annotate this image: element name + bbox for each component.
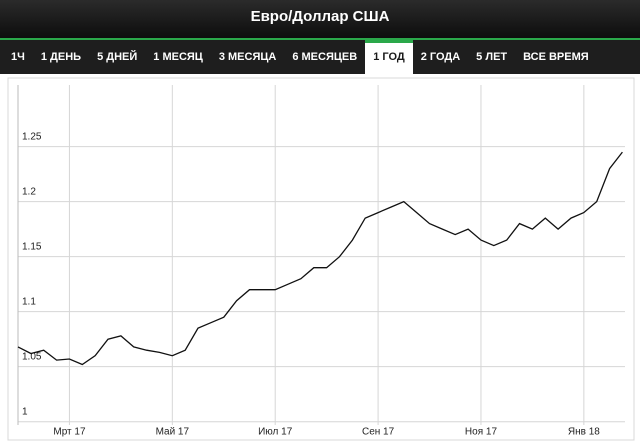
- tab[interactable]: 1Ч: [11, 51, 25, 63]
- tab[interactable]: 1 ГОД: [365, 40, 413, 74]
- x-tick-label: Сен 17: [362, 427, 395, 438]
- y-tick-label: 1.15: [22, 241, 42, 252]
- tab[interactable]: 6 МЕСЯЦЕВ: [292, 51, 358, 63]
- y-tick-label: 1.2: [22, 186, 36, 197]
- tab-bar: 1Ч 1 ДЕНЬ 5 ДНЕЙ 1 МЕСЯЦ 3 МЕСЯЦА 6 МЕСЯЦЕВ 1 …: [0, 38, 640, 74]
- plot-area: [7, 77, 635, 441]
- tab[interactable]: 5 ЛЕТ: [476, 51, 508, 63]
- title: Евро/Доллар США: [250, 8, 390, 25]
- y-tick-label: 1.1: [22, 296, 36, 307]
- tab[interactable]: 3 МЕСЯЦА: [218, 51, 277, 63]
- tab[interactable]: 5 ДНЕЙ: [97, 51, 138, 63]
- x-tick-label: Май 17: [156, 427, 190, 438]
- tab[interactable]: 1 МЕСЯЦ: [153, 51, 203, 63]
- x-tick-label: Июл 17: [258, 427, 293, 438]
- y-tick-label: 1.05: [22, 351, 42, 362]
- tab[interactable]: 1 ДЕНЬ: [40, 51, 82, 63]
- price-line: [17, 151, 623, 366]
- x-tick-label: Ноя 17: [465, 427, 498, 438]
- tab[interactable]: ВСЕ ВРЕМЯ: [523, 51, 589, 63]
- x-tick-label: Мрт 17: [53, 427, 86, 438]
- y-tick-label: 1: [22, 406, 28, 417]
- chart: 1 1.05 1.1 1.15 1.2 1.25 Мрт 17 Май 17 Июл 17 Сен…: [7, 77, 635, 441]
- tab[interactable]: 2 ГОДА: [420, 51, 461, 63]
- y-tick-label: 1.25: [22, 131, 42, 142]
- header: Евро/Доллар США: [0, 0, 640, 38]
- x-tick-label: Янв 18: [568, 427, 600, 438]
